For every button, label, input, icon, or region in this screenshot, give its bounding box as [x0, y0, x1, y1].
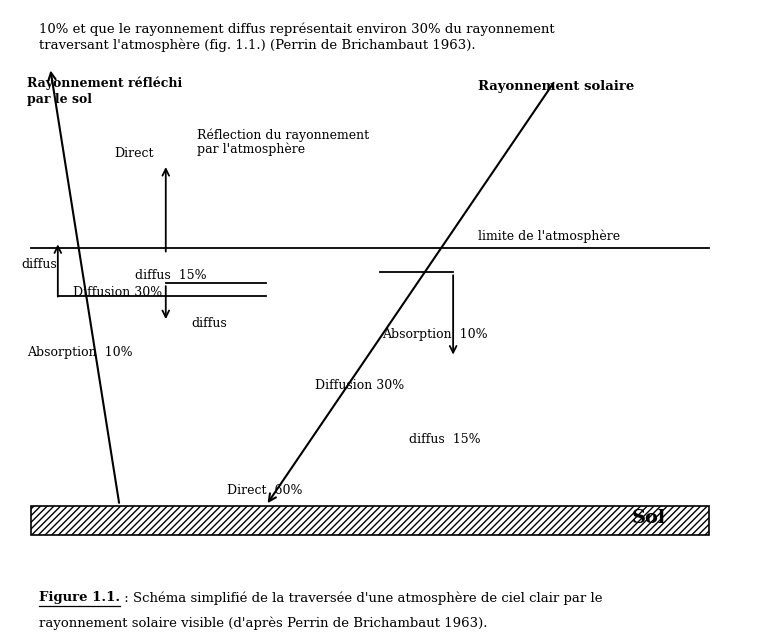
Text: Rayonnement solaire: Rayonnement solaire	[478, 80, 635, 93]
Text: Réflection du rayonnement: Réflection du rayonnement	[197, 129, 369, 142]
Text: Direct: Direct	[114, 147, 153, 160]
Text: diffus  15%: diffus 15%	[409, 433, 480, 446]
Text: Diffusion 30%: Diffusion 30%	[73, 286, 163, 299]
Text: diffus: diffus	[191, 317, 227, 330]
Text: Sol: Sol	[632, 509, 666, 527]
Text: diffus  15%: diffus 15%	[135, 269, 207, 282]
Text: traversant l'atmosphère (fig. 1.1.) (Perrin de Brichambaut 1963).: traversant l'atmosphère (fig. 1.1.) (Per…	[39, 39, 475, 52]
Text: Absorption  10%: Absorption 10%	[382, 328, 487, 341]
Text: par l'atmosphère: par l'atmosphère	[197, 143, 305, 156]
Text: Direct  60%: Direct 60%	[227, 484, 303, 497]
Text: par le sol: par le sol	[27, 93, 92, 106]
Text: Rayonnement réfléchi: Rayonnement réfléchi	[27, 77, 182, 90]
Bar	[31, 506, 709, 535]
Text: rayonnement solaire visible (d'après Perrin de Brichambaut 1963).: rayonnement solaire visible (d'après Per…	[39, 617, 487, 630]
Text: Diffusion 30%: Diffusion 30%	[315, 379, 404, 392]
Text: limite de l'atmosphère: limite de l'atmosphère	[478, 230, 620, 243]
Text: : Schéma simplifié de la traversée d'une atmosphère de ciel clair par le: : Schéma simplifié de la traversée d'une…	[120, 591, 602, 605]
Text: Figure 1.1.: Figure 1.1.	[39, 591, 120, 604]
Text: diffus: diffus	[22, 258, 57, 270]
Text: 10% et que le rayonnement diffus représentait environ 30% du rayonnement: 10% et que le rayonnement diffus représe…	[39, 23, 554, 36]
Text: Absorption  10%: Absorption 10%	[27, 346, 133, 359]
